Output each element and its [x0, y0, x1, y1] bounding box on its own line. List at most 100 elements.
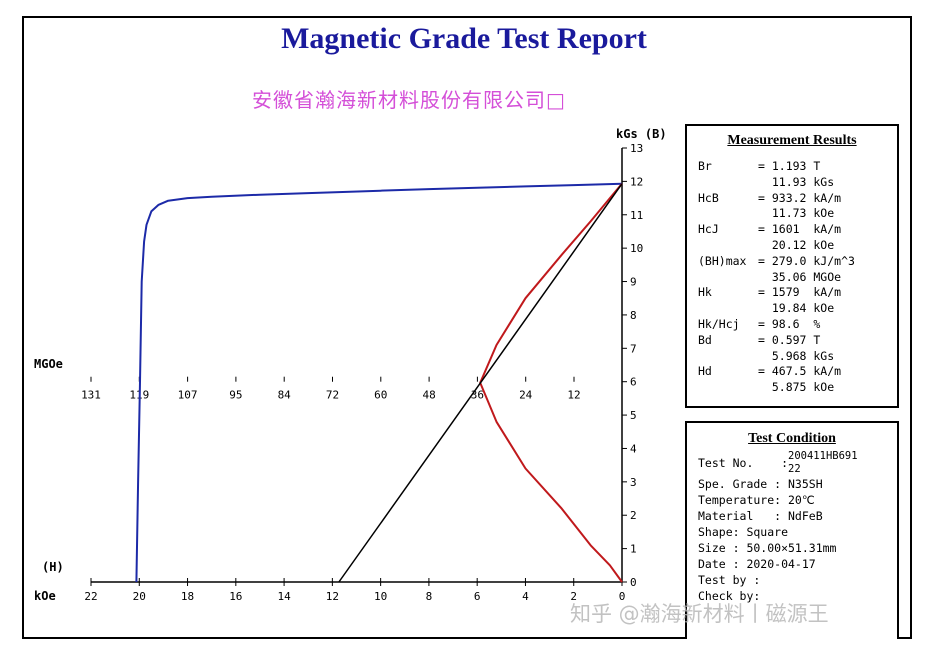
- measurement-label: (BH)max: [698, 253, 747, 268]
- report-title: Magnetic Grade Test Report: [281, 22, 647, 55]
- measurement-value: = 0.597 T: [758, 332, 821, 347]
- measurement-label: Hk/Hcj: [698, 316, 740, 331]
- test-condition-row: Spe. Grade : N35SH: [698, 477, 823, 491]
- energy-product-curve: [479, 183, 623, 583]
- measurement-results-panel: Measurement Results Br = 1.193 T 11.93 kG…: [685, 124, 899, 408]
- y-tick-label: 2: [630, 509, 637, 522]
- measurement-label: Hk: [698, 285, 712, 300]
- company-name: 安徽省瀚海新材料股份有限公司□: [252, 88, 566, 112]
- x-tick-label: 10: [374, 590, 387, 603]
- y-tick-label: 5: [630, 409, 637, 422]
- measurement-value: = 1579 kA/m: [758, 285, 842, 300]
- x-tick-label: 12: [326, 590, 339, 603]
- test-condition-title: Test Condition: [748, 431, 836, 446]
- x-tick-label: 14: [277, 590, 291, 603]
- measurement-row: Hk = 1579 kA/m: [698, 285, 855, 301]
- measurement-label: Hd: [698, 364, 712, 379]
- y-tick-label: 1: [630, 543, 637, 556]
- energy-axis-unit-label: MGOe: [34, 357, 63, 371]
- y-tick-label: 0: [630, 576, 637, 589]
- x-axis-h-label: (H): [42, 560, 64, 574]
- measurement-row: HcJ = 1601 kA/m: [698, 222, 855, 238]
- y-tick-label: 7: [630, 342, 637, 355]
- x-tick-label: 0: [619, 590, 626, 603]
- energy-tick-label: 84: [278, 389, 292, 402]
- measurement-row: 11.73 kOe: [698, 206, 855, 222]
- test-condition-row: Temperature: 20℃: [698, 493, 815, 507]
- x-tick-label: 4: [522, 590, 529, 603]
- test-number-line-2: 22: [788, 463, 801, 475]
- measurement-row: (BH)max = 279.0 kJ/m^3: [698, 254, 855, 270]
- demagnetization-curve: [135, 182, 623, 583]
- test-condition-rows: Spe. Grade : N35SH Temperature: 20℃ Materi…: [698, 476, 858, 604]
- energy-tick-label: 24: [519, 389, 533, 402]
- y-axis-unit-label: kGs (B): [616, 127, 667, 141]
- measurement-value: = 467.5 kA/m: [758, 364, 842, 379]
- energy-tick-label: 48: [422, 389, 435, 402]
- measurement-row: 11.93 kGs: [698, 175, 855, 191]
- y-tick-label: 11: [630, 209, 643, 222]
- test-condition-row: Check by:: [698, 589, 761, 603]
- measurement-label: Bd: [698, 332, 712, 347]
- watermark-text: 知乎 @瀚海新材料丨磁源王: [570, 602, 829, 626]
- test-number-value: 200411HB691 22: [788, 450, 858, 476]
- measurement-value: = 1.193 T: [758, 159, 821, 173]
- test-condition-row: Material : NdFeB: [698, 509, 823, 523]
- energy-tick-label: 12: [567, 389, 580, 402]
- energy-tick-label: 60: [374, 389, 387, 402]
- test-number-row: Test No. : 200411HB691 22: [698, 450, 858, 476]
- y-tick-label: 10: [630, 242, 643, 255]
- measurement-value: 19.84 kOe: [758, 301, 835, 316]
- x-axis-unit-label: kOe: [34, 589, 56, 603]
- test-condition-list: Test No. : 200411HB691 22 Spe. Grade : N3…: [698, 450, 858, 604]
- measurement-row: Br = 1.193 T: [698, 159, 855, 175]
- measurement-value: 11.93 kGs: [758, 174, 835, 189]
- measurement-results-list: Br = 1.193 T 11.93 kGs HcB = 933.2 kA/m 11.…: [698, 159, 855, 396]
- y-tick-label: 4: [630, 442, 637, 455]
- y-tick-label: 13: [630, 142, 643, 155]
- measurement-row: HcB = 933.2 kA/m: [698, 191, 855, 207]
- measurement-label: [698, 270, 758, 286]
- measurement-value: 20.12 kOe: [758, 237, 835, 252]
- measurement-row: Bd = 0.597 T: [698, 333, 855, 349]
- measurement-value: = 98.6 %: [758, 316, 821, 331]
- measurement-value: = 933.2 kA/m: [758, 190, 842, 205]
- test-condition-row: Test by :: [698, 573, 761, 587]
- measurement-row: 5.875 kOe: [698, 380, 855, 396]
- measurement-row: 5.968 kGs: [698, 349, 855, 365]
- y-tick-label: 6: [630, 376, 637, 389]
- x-tick-label: 16: [229, 590, 242, 603]
- measurement-value: = 279.0 kJ/m^3: [758, 253, 855, 268]
- y-tick-label: 8: [630, 309, 637, 322]
- measurement-row: Hd = 467.5 kA/m: [698, 364, 855, 380]
- measurement-row: 20.12 kOe: [698, 238, 855, 254]
- measurement-results-title: Measurement Results: [727, 133, 857, 148]
- test-condition-panel: Test Condition Test No. : 200411HB691 22 …: [685, 421, 899, 639]
- measurement-value: 5.968 kGs: [758, 348, 835, 363]
- test-condition-row: Date : 2020-04-17: [698, 557, 816, 571]
- measurement-label: [698, 380, 758, 396]
- x-tick-label: 6: [474, 590, 481, 603]
- test-condition-row: Size : 50.00×51.31mm: [698, 541, 837, 555]
- measurement-label: [698, 206, 758, 222]
- measurement-value: 11.73 kOe: [758, 206, 835, 221]
- measurement-label: [698, 238, 758, 254]
- measurement-value: = 1601 kA/m: [758, 222, 842, 237]
- y-tick-label: 3: [630, 476, 637, 489]
- measurement-label: HcJ: [698, 222, 719, 237]
- measurement-label: [698, 349, 758, 365]
- test-condition-row: Shape: Square: [698, 525, 789, 539]
- measurement-label: [698, 175, 758, 191]
- measurement-label: HcB: [698, 190, 719, 205]
- y-tick-label: 12: [630, 175, 643, 188]
- load-line: [338, 183, 623, 583]
- measurement-value: 35.06 MGOe: [758, 269, 842, 284]
- measurement-label: Br: [698, 159, 712, 173]
- energy-tick-label: 36: [471, 389, 484, 402]
- measurement-label: [698, 301, 758, 317]
- test-number-line-1: 200411HB691: [788, 450, 858, 462]
- x-tick-label: 8: [426, 590, 433, 603]
- measurement-row: 35.06 MGOe: [698, 270, 855, 286]
- test-number-label: Test No. :: [698, 456, 789, 470]
